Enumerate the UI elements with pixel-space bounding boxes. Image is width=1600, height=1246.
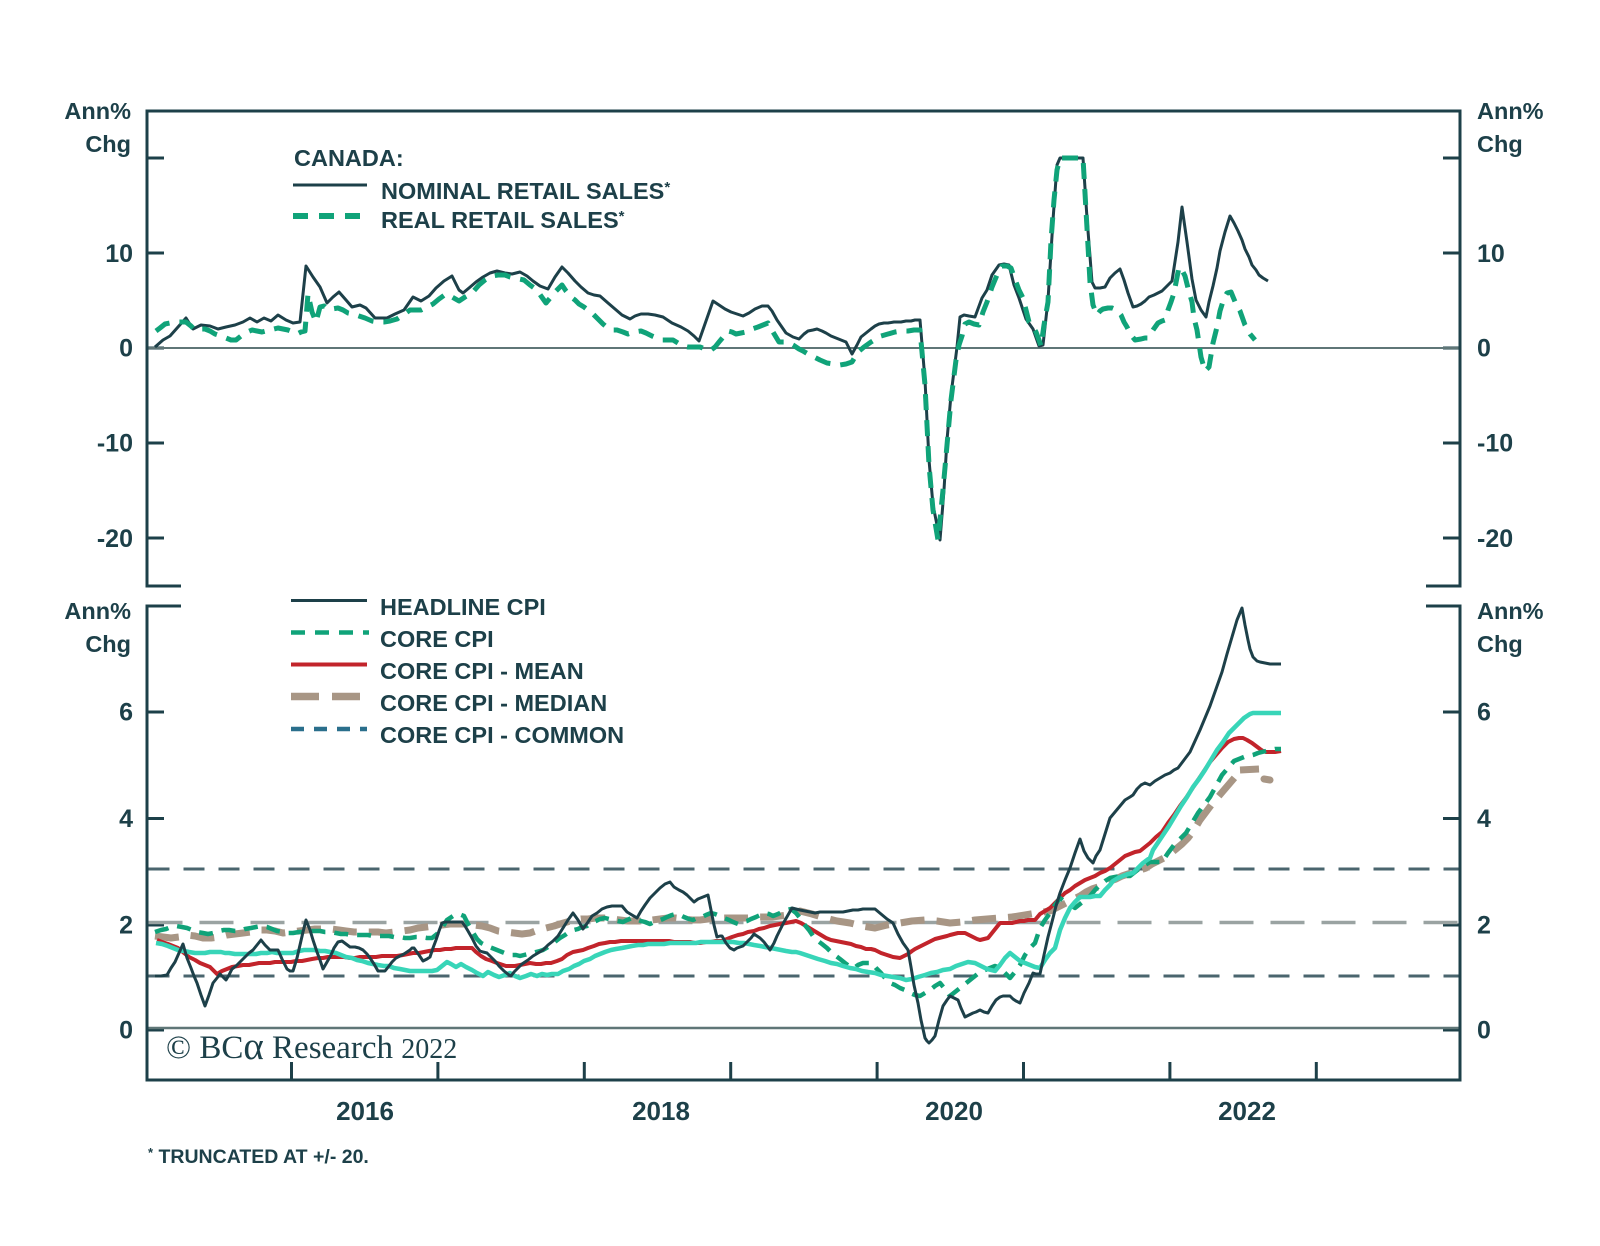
- svg-text:* TRUNCATED AT +/- 20.: * TRUNCATED AT +/- 20.: [148, 1145, 369, 1168]
- svg-text:-10: -10: [97, 430, 133, 458]
- svg-text:-10: -10: [1477, 430, 1513, 458]
- svg-text:CORE CPI - MEDIAN: CORE CPI - MEDIAN: [380, 690, 607, 716]
- svg-text:2020: 2020: [925, 1096, 983, 1126]
- svg-text:2016: 2016: [336, 1096, 394, 1126]
- svg-text:HEADLINE CPI: HEADLINE CPI: [380, 594, 546, 620]
- svg-text:Chg: Chg: [85, 631, 131, 657]
- svg-text:2018: 2018: [632, 1096, 690, 1126]
- svg-text:6: 6: [119, 699, 133, 727]
- svg-text:2: 2: [119, 912, 133, 940]
- svg-text:4: 4: [1477, 805, 1491, 833]
- svg-text:CORE CPI - MEAN: CORE CPI - MEAN: [380, 658, 584, 684]
- svg-text:Ann%: Ann%: [1477, 598, 1544, 624]
- svg-text:10: 10: [1477, 240, 1505, 268]
- svg-text:CORE CPI - COMMON: CORE CPI - COMMON: [380, 722, 624, 748]
- svg-text:0: 0: [119, 335, 133, 363]
- svg-text:Ann%: Ann%: [64, 98, 131, 124]
- svg-text:6: 6: [1477, 699, 1491, 727]
- svg-text:4: 4: [119, 805, 133, 833]
- svg-text:REAL RETAIL SALES*: REAL RETAIL SALES*: [381, 207, 625, 233]
- svg-text:0: 0: [1477, 1017, 1491, 1045]
- svg-text:0: 0: [119, 1017, 133, 1045]
- svg-text:Ann%: Ann%: [1477, 98, 1544, 124]
- svg-text:Ann%: Ann%: [64, 598, 131, 624]
- svg-text:CANADA:: CANADA:: [294, 145, 404, 171]
- svg-text:-20: -20: [1477, 525, 1513, 553]
- svg-text:Chg: Chg: [85, 131, 131, 157]
- svg-text:NOMINAL RETAIL SALES*: NOMINAL RETAIL SALES*: [381, 178, 670, 204]
- svg-text:Chg: Chg: [1477, 631, 1523, 657]
- svg-text:2: 2: [1477, 912, 1491, 940]
- svg-text:0: 0: [1477, 335, 1491, 363]
- svg-text:10: 10: [105, 240, 133, 268]
- svg-text:2022: 2022: [1218, 1096, 1276, 1126]
- svg-text:Chg: Chg: [1477, 131, 1523, 157]
- svg-text:CORE CPI: CORE CPI: [380, 626, 494, 652]
- svg-text:-20: -20: [97, 525, 133, 553]
